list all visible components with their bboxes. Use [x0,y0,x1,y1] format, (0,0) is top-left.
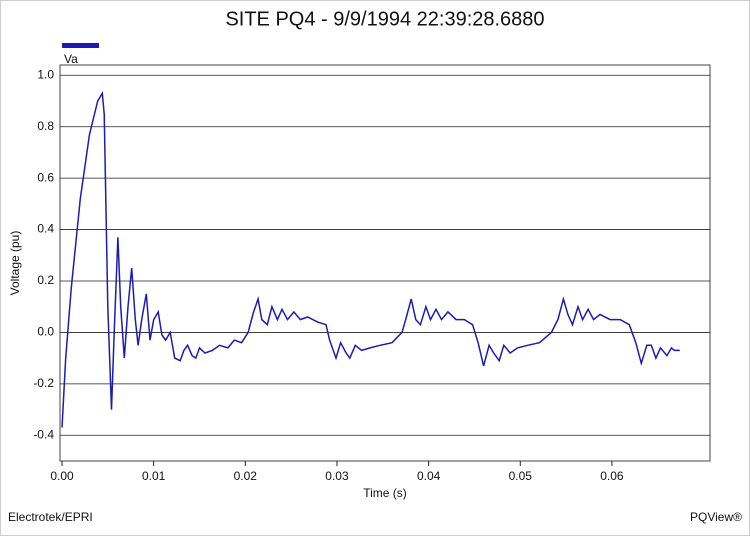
y-tick-label: 0.6 [37,170,54,184]
y-axis-label: Voltage (pu) [8,231,22,296]
y-tick-label: -0.4 [33,427,54,441]
x-tick-label: 0.05 [509,469,533,483]
x-tick-label: 0.00 [50,469,74,483]
y-tick-label: 0.0 [37,325,54,339]
x-tick-label: 0.03 [325,469,349,483]
legend-label: Va [64,52,78,66]
chart-title: SITE PQ4 - 9/9/1994 22:39:28.6880 [225,8,544,30]
y-tick-label: 0.8 [37,119,54,133]
footer-left: Electrotek/EPRI [8,510,93,524]
series-line [61,90,680,428]
x-tick-label: 0.01 [142,469,166,483]
footer-right: PQView® [690,510,742,524]
y-tick-label: 0.2 [37,273,54,287]
y-tick-label: 0.4 [37,222,54,236]
y-tick-label: -0.2 [33,376,54,390]
x-tick-label: 0.02 [234,469,258,483]
y-tick-label: 1.0 [37,67,54,81]
plot-area [59,64,711,462]
x-tick-label: 0.06 [600,469,624,483]
x-tick-label: 0.04 [417,469,441,483]
x-axis-label: Time (s) [363,486,407,500]
legend-swatch [62,43,99,48]
